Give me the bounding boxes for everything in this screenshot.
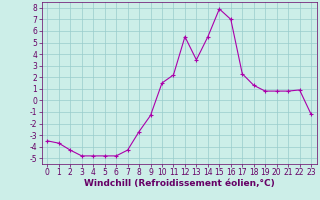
X-axis label: Windchill (Refroidissement éolien,°C): Windchill (Refroidissement éolien,°C) <box>84 179 275 188</box>
